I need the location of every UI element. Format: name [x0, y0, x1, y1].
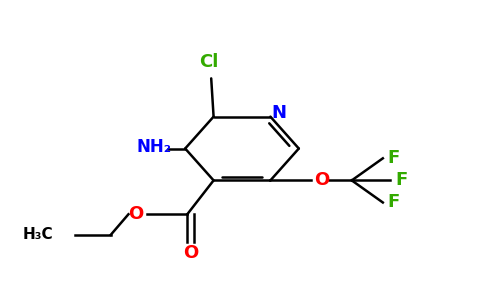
Text: Cl: Cl	[199, 53, 218, 71]
Text: N: N	[272, 104, 287, 122]
Text: F: F	[387, 193, 399, 211]
Text: O: O	[128, 205, 144, 223]
Text: NH₂: NH₂	[136, 138, 172, 156]
Text: H₃C: H₃C	[23, 227, 53, 242]
Text: O: O	[183, 244, 198, 262]
Text: F: F	[396, 171, 408, 189]
Text: O: O	[314, 171, 329, 189]
Text: F: F	[387, 149, 399, 167]
